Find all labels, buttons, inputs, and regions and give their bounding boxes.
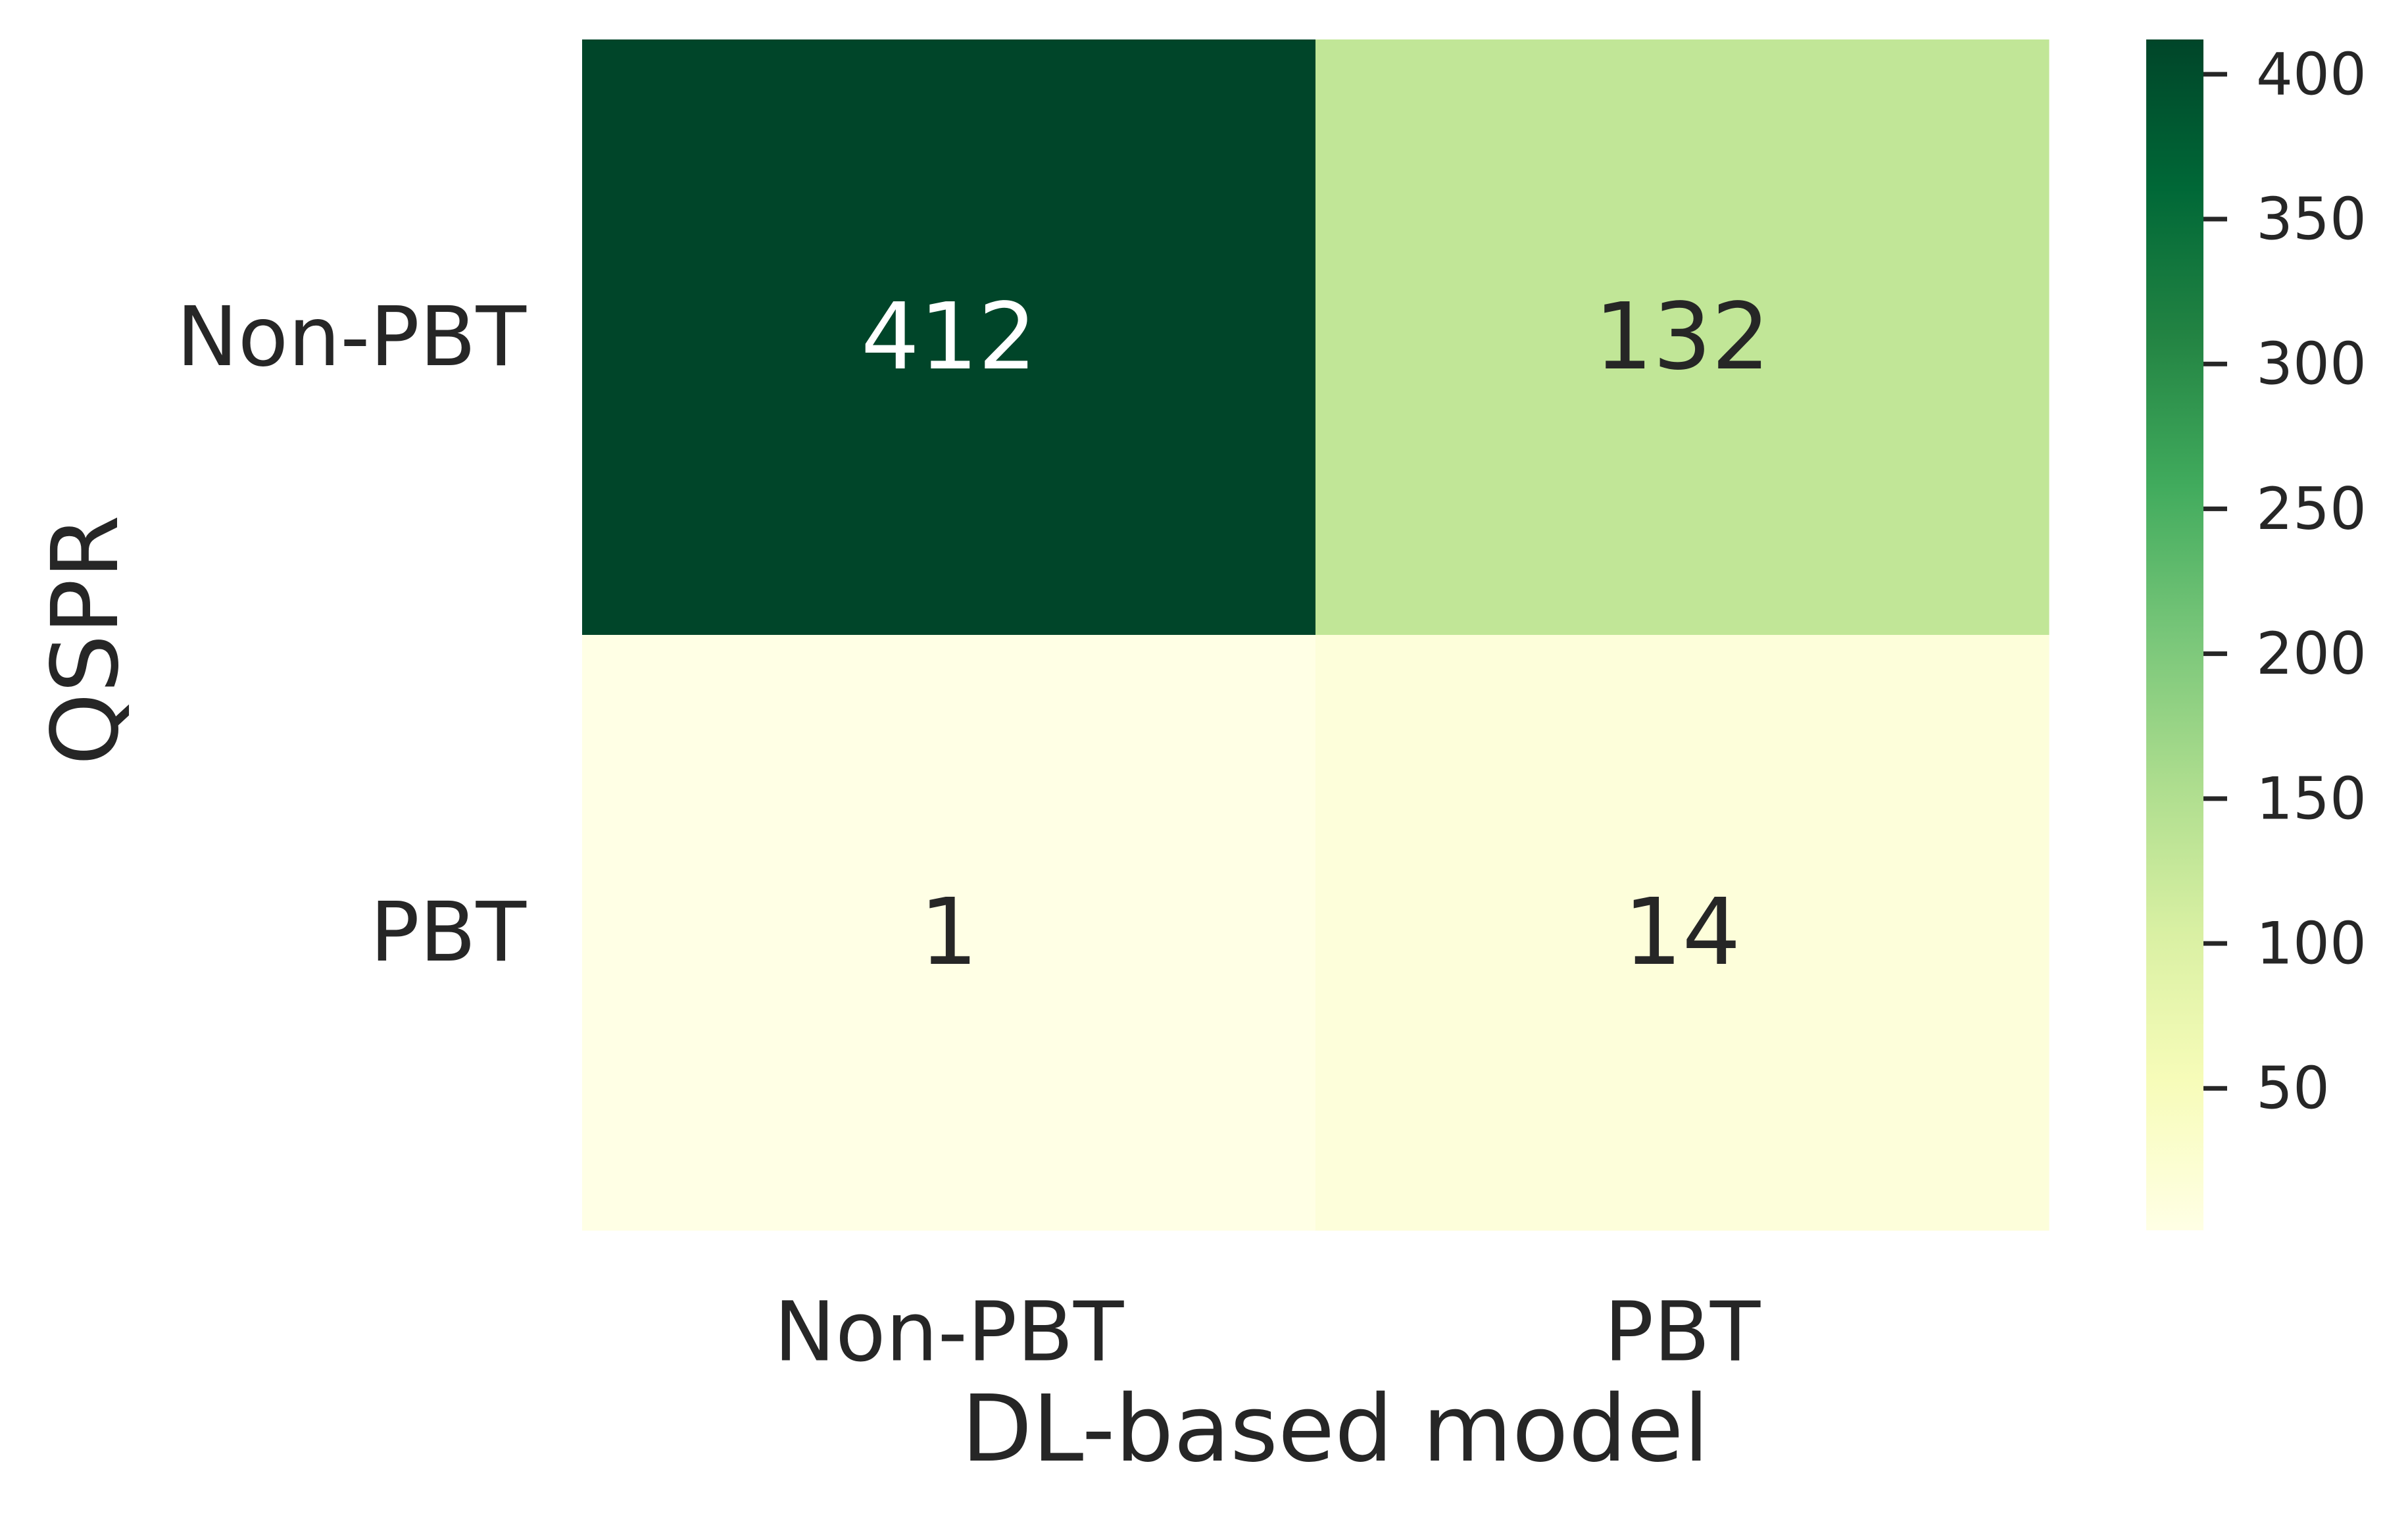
colorbar-gradient [2146, 39, 2203, 1230]
colorbar-tick-label: 300 [2256, 330, 2367, 398]
y-tick-labels: Non-PBT PBT [176, 289, 526, 980]
colorbar-tick-label: 350 [2256, 186, 2367, 253]
y-tick-label: PBT [370, 885, 527, 980]
heatmap-cell [582, 635, 1316, 1231]
colorbar-tick-label: 250 [2256, 475, 2367, 543]
heatmap-cells: 412 132 1 14 [582, 39, 2050, 1231]
cell-value-label: 14 [1623, 879, 1740, 986]
heatmap-cell [1315, 635, 2050, 1231]
colorbar-tick-label: 50 [2256, 1055, 2330, 1122]
cell-value-label: 412 [861, 284, 1037, 391]
y-tick-label: Non-PBT [176, 289, 526, 385]
x-tick-labels: Non-PBT PBT [774, 1285, 1761, 1380]
colorbar-tick-label: 150 [2256, 764, 2367, 832]
x-axis-label: DL-based model [962, 1376, 1709, 1483]
colorbar-tick-label: 200 [2256, 620, 2367, 688]
cell-value-label: 132 [1594, 284, 1770, 391]
y-axis-label: QSPR [32, 515, 139, 766]
x-tick-label: Non-PBT [774, 1285, 1124, 1380]
heatmap-cell [582, 39, 1316, 636]
colorbar-tick-label: 400 [2256, 40, 2367, 108]
x-tick-label: PBT [1604, 1285, 1761, 1380]
heatmap-cell [1315, 39, 2050, 636]
colorbar-tick-label: 100 [2256, 910, 2367, 978]
colorbar: 50 100 150 200 250 300 350 400 [2146, 39, 2367, 1230]
cell-value-label: 1 [920, 879, 978, 986]
colorbar-ticks: 50 100 150 200 250 300 350 400 [2203, 40, 2367, 1122]
